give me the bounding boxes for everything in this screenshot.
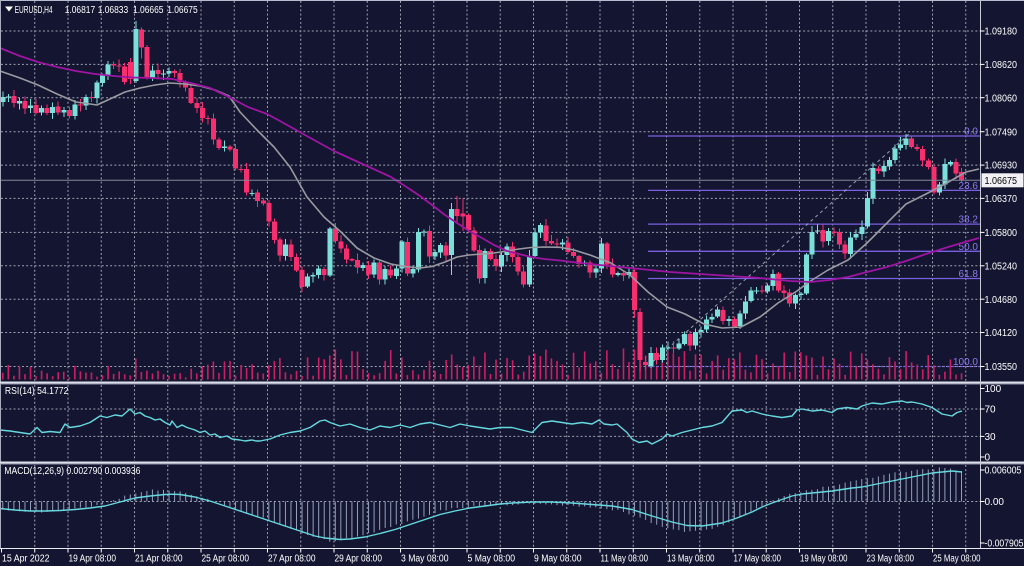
svg-text:0.0: 0.0 bbox=[964, 127, 978, 138]
svg-text:0.006005: 0.006005 bbox=[985, 466, 1022, 477]
svg-text:1.06675: 1.06675 bbox=[167, 5, 198, 16]
svg-text:1.06833: 1.06833 bbox=[98, 5, 129, 16]
svg-text:100.0: 100.0 bbox=[953, 357, 978, 368]
svg-text:1.05800: 1.05800 bbox=[985, 228, 1018, 239]
svg-text:100: 100 bbox=[985, 384, 1002, 395]
svg-text:13 May 08:00: 13 May 08:00 bbox=[667, 554, 715, 565]
svg-text:19 May 08:00: 19 May 08:00 bbox=[800, 554, 848, 565]
svg-text:1.09180: 1.09180 bbox=[985, 27, 1018, 38]
svg-text:50.0: 50.0 bbox=[959, 242, 979, 253]
svg-text:-0.007905: -0.007905 bbox=[985, 539, 1024, 550]
svg-text:1.07490: 1.07490 bbox=[985, 127, 1018, 138]
svg-text:29 Apr 08:00: 29 Apr 08:00 bbox=[335, 554, 383, 565]
svg-text:1.04120: 1.04120 bbox=[985, 328, 1018, 339]
svg-text:1.06930: 1.06930 bbox=[985, 161, 1018, 172]
svg-text:21 Apr 08:00: 21 Apr 08:00 bbox=[135, 554, 183, 565]
svg-text:61.8: 61.8 bbox=[959, 269, 979, 280]
svg-text:1.06675: 1.06675 bbox=[985, 176, 1018, 187]
svg-text:70: 70 bbox=[985, 405, 997, 416]
svg-text:30: 30 bbox=[985, 432, 997, 443]
svg-text:1.04680: 1.04680 bbox=[985, 295, 1018, 306]
svg-text:11 May 08:00: 11 May 08:00 bbox=[601, 554, 649, 565]
svg-text:1.05240: 1.05240 bbox=[985, 261, 1018, 272]
svg-text:0: 0 bbox=[985, 453, 991, 464]
svg-text:1.06370: 1.06370 bbox=[985, 194, 1018, 205]
svg-text:1.08620: 1.08620 bbox=[985, 60, 1018, 71]
svg-text:1.06665: 1.06665 bbox=[133, 5, 164, 16]
svg-text:RSI(14) 54.1772: RSI(14) 54.1772 bbox=[5, 386, 69, 397]
svg-text:1.06817: 1.06817 bbox=[65, 5, 96, 16]
svg-text:0.00: 0.00 bbox=[985, 497, 1005, 508]
svg-text:MACD(12,26,9) 0.002790 0.00393: MACD(12,26,9) 0.002790 0.003936 bbox=[4, 466, 140, 477]
svg-text:3 May 08:00: 3 May 08:00 bbox=[401, 554, 449, 565]
svg-text:27 Apr 08:00: 27 Apr 08:00 bbox=[268, 554, 316, 565]
svg-text:19 Apr 08:00: 19 Apr 08:00 bbox=[69, 554, 117, 565]
svg-text:25 May 08:00: 25 May 08:00 bbox=[933, 554, 981, 565]
svg-text:5 May 08:00: 5 May 08:00 bbox=[468, 554, 516, 565]
svg-text:25 Apr 08:00: 25 Apr 08:00 bbox=[202, 554, 250, 565]
svg-text:38.2: 38.2 bbox=[959, 215, 979, 226]
svg-text:17 May 08:00: 17 May 08:00 bbox=[734, 554, 782, 565]
svg-text:1.03550: 1.03550 bbox=[985, 362, 1018, 373]
svg-text:23.6: 23.6 bbox=[959, 181, 979, 192]
svg-text:23 May 08:00: 23 May 08:00 bbox=[867, 554, 915, 565]
svg-text:1.08060: 1.08060 bbox=[985, 93, 1018, 104]
svg-text:EURUSD,H4: EURUSD,H4 bbox=[15, 5, 53, 16]
svg-text:15 Apr 2022: 15 Apr 2022 bbox=[2, 554, 50, 565]
svg-text:9 May 08:00: 9 May 08:00 bbox=[534, 554, 582, 565]
